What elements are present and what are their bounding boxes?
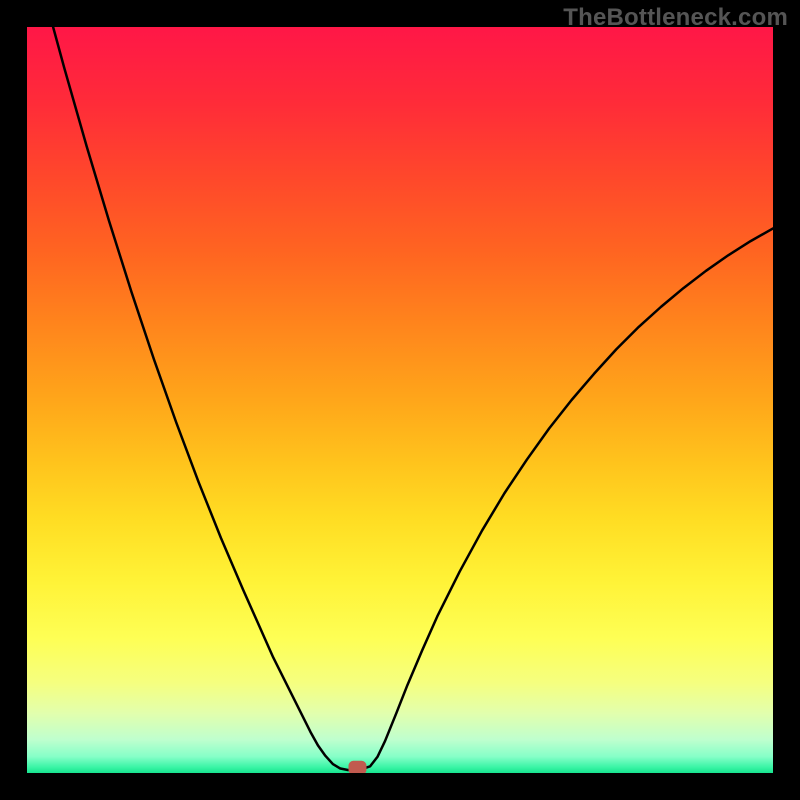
optimal-point-marker xyxy=(348,761,366,775)
chart-container: TheBottleneck.com xyxy=(0,0,800,800)
bottleneck-chart xyxy=(0,0,800,800)
gradient-background xyxy=(27,27,773,773)
watermark-text: TheBottleneck.com xyxy=(563,4,788,32)
